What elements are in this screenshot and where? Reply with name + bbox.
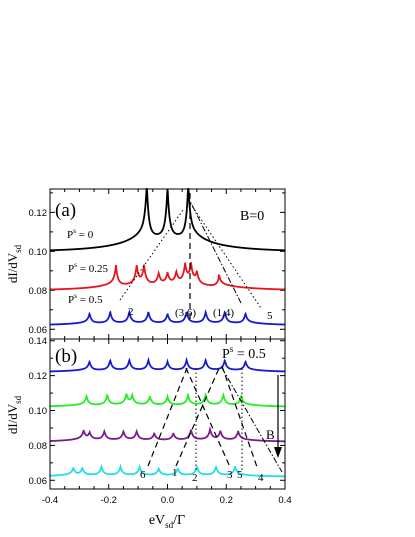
panel-a-guide-lines: [119, 193, 262, 319]
series-line: [49, 425, 285, 443]
peak-label: 2: [192, 472, 198, 484]
guide-line: [186, 194, 242, 304]
svg-text:Ps = 0.25: Ps = 0.25: [68, 260, 109, 275]
peak-label: (1,4): [213, 307, 234, 319]
guide-line: [185, 367, 231, 468]
peak-label: 6: [140, 469, 146, 481]
x-tick-label: 0.2: [220, 495, 233, 506]
panel-a: 0.06 0.08 0.10 0.12 (a) B=0 Ps = 0 Ps = 0.2…: [5, 188, 286, 340]
svg-text:Ps = 0.5: Ps = 0.5: [68, 291, 103, 306]
y-tick-label: 0.06: [29, 476, 48, 487]
series-line: [49, 262, 286, 291]
panel-b-curves: [49, 356, 285, 478]
series-line: [50, 356, 285, 373]
guide-line: [221, 365, 258, 468]
y-tick-label: 0.10: [29, 247, 48, 258]
svg-text:dI/dVsd: dI/dVsd: [5, 395, 23, 434]
x-tick-label: 0.4: [278, 495, 291, 506]
svg-text:dI/dVsd: dI/dVsd: [5, 244, 23, 283]
guide-line: [187, 199, 262, 309]
series-line: [50, 308, 285, 326]
y-tick-label: 0.12: [29, 208, 48, 219]
series-label-p0: Ps = 0: [67, 226, 94, 241]
panel-b-guide-lines: [147, 365, 283, 473]
peak-label: 2: [128, 306, 134, 318]
y-tick-label: 0.14: [29, 336, 48, 347]
ps-label: Ps = 0.5: [222, 344, 266, 362]
y-tick-label: 0.12: [29, 371, 48, 382]
guide-line: [119, 209, 184, 301]
y-tick-label: 0.06: [29, 325, 48, 336]
y-tick-label: 0.08: [29, 286, 48, 297]
b-field-label: B: [266, 427, 275, 442]
guide-line: [221, 367, 283, 473]
panel-b-y-axis-label: dI/dVsd: [5, 395, 23, 434]
peak-label: 5: [267, 310, 273, 322]
guide-line: [147, 367, 188, 467]
guide-line: [175, 365, 221, 467]
peak-label: (3,6): [175, 307, 196, 319]
x-tick-label: 0.0: [161, 495, 174, 506]
peak-label: 5: [237, 469, 243, 481]
x-axis-label: eVsd/Γ: [149, 513, 185, 530]
y-tick-label: 0.08: [29, 441, 48, 452]
panel-b: -0.4 -0.2 0.0 0.2 0.4 0.06 0.08 0.10 0.12 0.14 (b…: [5, 336, 292, 530]
x-tick-label: -0.4: [42, 495, 58, 506]
series-label-p05: Ps = 0.5: [68, 291, 103, 306]
series-line: [49, 463, 285, 478]
peak-label: 1: [172, 467, 178, 479]
peak-label: 4: [258, 472, 264, 484]
series-label-p025: Ps = 0.25: [68, 260, 109, 275]
svg-text:Ps = 0: Ps = 0: [67, 226, 94, 241]
b-field-arrow-head: [274, 447, 282, 458]
field-label: B=0: [240, 209, 264, 224]
panel-a-label: (a): [55, 200, 76, 221]
x-tick-label: -0.2: [101, 495, 117, 506]
svg-text:eVsd/Γ: eVsd/Γ: [149, 513, 185, 530]
series-line: [49, 391, 285, 408]
peak-label: 3: [227, 469, 233, 481]
panel-b-label: (b): [55, 346, 77, 367]
svg-text:Ps = 0.5: Ps = 0.5: [222, 344, 266, 362]
panel-b-frame: [49, 338, 286, 490]
panel-a-y-axis-label: dI/dVsd: [5, 244, 23, 283]
y-tick-label: 0.10: [29, 406, 48, 417]
